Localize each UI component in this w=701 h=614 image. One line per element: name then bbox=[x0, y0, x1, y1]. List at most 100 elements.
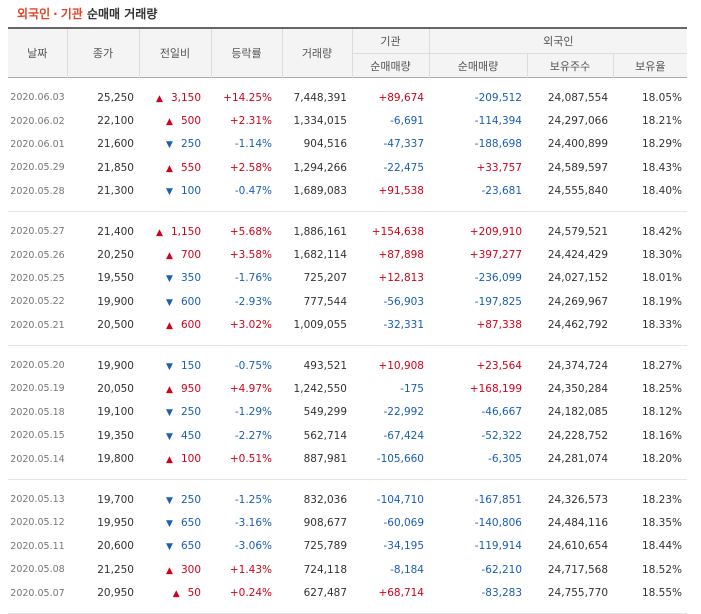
table-row: 2020.05.20 19,900 ▼ 150 -0.75% 493,521 +10,908… bbox=[8, 354, 687, 377]
change-value: 650 bbox=[180, 540, 201, 553]
header-date: 날짜 bbox=[8, 28, 67, 78]
change-value: 300 bbox=[180, 563, 201, 576]
cell-foreign-hold: 24,717,568 bbox=[547, 563, 608, 576]
cell-volume: 7,448,391 bbox=[293, 91, 347, 104]
cell-foreign-hold: 24,484,116 bbox=[547, 516, 608, 529]
change-value: 600 bbox=[180, 295, 201, 308]
cell-inst-net: -60,069 bbox=[383, 516, 424, 529]
table-row: 2020.05.22 19,900 ▼ 600 -2.93% 777,544 -56,903… bbox=[8, 290, 687, 313]
triangle-down-icon: ▼ bbox=[166, 408, 173, 419]
cell-change: ▼ 250 bbox=[139, 488, 211, 511]
cell-date: 2020.05.12 bbox=[10, 517, 65, 529]
cell-close: 21,400 bbox=[97, 225, 134, 238]
cell-close: 25,250 bbox=[97, 91, 134, 104]
cell-foreign-ratio: 18.12% bbox=[641, 406, 683, 419]
cell-rate: +4.97% bbox=[229, 382, 272, 395]
triangle-up-icon: ▲ bbox=[166, 251, 173, 262]
cell-foreign-ratio: 18.19% bbox=[641, 295, 683, 308]
cell-change: ▲ 100 bbox=[139, 447, 211, 470]
cell-change: ▲ 600 bbox=[139, 314, 211, 337]
cell-date: 2020.05.15 bbox=[10, 430, 65, 442]
triangle-down-icon: ▼ bbox=[166, 542, 173, 553]
cell-inst-net: -6,691 bbox=[390, 115, 424, 128]
triangle-up-icon: ▲ bbox=[172, 589, 180, 600]
cell-volume: 725,789 bbox=[303, 540, 347, 553]
spacer-cell bbox=[8, 345, 687, 354]
header-institution: 기관 bbox=[351, 28, 429, 54]
change-value: 1,150 bbox=[170, 225, 201, 238]
spacer-cell bbox=[8, 78, 687, 87]
cell-close: 20,250 bbox=[97, 249, 134, 262]
table-row: 2020.05.18 19,100 ▼ 250 -1.29% 549,299 -22,992… bbox=[8, 401, 687, 424]
group-spacer bbox=[8, 202, 688, 212]
header-close: 종가 bbox=[66, 28, 139, 78]
cell-change: ▲ 300 bbox=[139, 558, 211, 581]
triangle-up-icon: ▲ bbox=[166, 163, 173, 174]
cell-close: 19,100 bbox=[97, 406, 134, 419]
cell-change: ▼ 650 bbox=[139, 511, 211, 534]
cell-rate: -0.75% bbox=[234, 359, 272, 372]
table-row: 2020.06.02 22,100 ▲ 500 +2.31% 1,334,015 -6,69… bbox=[8, 109, 687, 132]
cell-foreign-ratio: 18.27% bbox=[641, 359, 683, 372]
cell-rate: -2.93% bbox=[234, 295, 272, 308]
cell-volume: 549,299 bbox=[303, 406, 347, 419]
cell-foreign-ratio: 18.25% bbox=[641, 382, 683, 395]
change-value: 250 bbox=[180, 138, 201, 151]
cell-volume: 777,544 bbox=[303, 295, 347, 308]
cell-date: 2020.05.25 bbox=[10, 272, 65, 284]
cell-close: 19,350 bbox=[97, 429, 134, 442]
triangle-down-icon: ▼ bbox=[166, 274, 173, 285]
cell-rate: +1.43% bbox=[229, 563, 272, 576]
cell-foreign-net: -114,394 bbox=[474, 115, 522, 128]
cell-rate: -1.25% bbox=[234, 493, 272, 506]
cell-foreign-net: -6,305 bbox=[488, 453, 522, 466]
cell-date: 2020.05.22 bbox=[10, 296, 65, 308]
cell-date: 2020.05.18 bbox=[10, 406, 65, 418]
cell-foreign-ratio: 18.05% bbox=[641, 91, 683, 104]
cell-foreign-hold: 24,326,573 bbox=[547, 493, 608, 506]
change-value: 50 bbox=[187, 587, 201, 600]
group-spacer bbox=[8, 211, 687, 220]
cell-date: 2020.05.14 bbox=[10, 453, 65, 465]
cell-inst-net: +154,638 bbox=[371, 225, 424, 238]
cell-close: 22,100 bbox=[97, 115, 134, 128]
table-row: 2020.05.07 20,950 ▲ 50 +0.24% 627,487 +68,714 -… bbox=[8, 581, 687, 604]
cell-foreign-net: -52,322 bbox=[481, 429, 522, 442]
triangle-down-icon: ▼ bbox=[166, 297, 173, 308]
cell-date: 2020.05.27 bbox=[10, 226, 65, 238]
cell-volume: 724,118 bbox=[303, 563, 347, 576]
cell-rate: +0.24% bbox=[229, 587, 272, 600]
cell-close: 21,850 bbox=[97, 161, 134, 174]
cell-rate: -1.76% bbox=[234, 272, 272, 285]
cell-rate: -0.47% bbox=[234, 185, 272, 198]
cell-inst-net: +87,898 bbox=[378, 249, 424, 262]
title-foreign: 외국인 bbox=[17, 7, 51, 21]
cell-rate: -1.14% bbox=[234, 138, 272, 151]
header-foreign-ratio: 보유율 bbox=[612, 53, 688, 78]
header-inst-net: 순매매량 bbox=[351, 53, 429, 78]
cell-rate: +14.25% bbox=[223, 91, 272, 104]
cell-foreign-ratio: 18.30% bbox=[641, 249, 683, 262]
spacer-cell bbox=[8, 211, 687, 220]
cell-date: 2020.05.19 bbox=[10, 383, 65, 395]
cell-foreign-hold: 24,228,752 bbox=[547, 429, 608, 442]
table-row: 2020.05.14 19,800 ▲ 100 +0.51% 887,981 -105,66… bbox=[8, 447, 687, 470]
cell-close: 20,600 bbox=[97, 540, 134, 553]
cell-rate: -1.29% bbox=[234, 406, 272, 419]
group-spacer bbox=[8, 479, 687, 488]
table-row: 2020.05.26 20,250 ▲ 700 +3.58% 1,682,114 +87,8… bbox=[8, 243, 687, 266]
cell-rate: +2.58% bbox=[229, 161, 272, 174]
cell-inst-net: -47,337 bbox=[383, 138, 424, 151]
cell-change: ▼ 250 bbox=[139, 401, 211, 424]
header-foreign: 외국인 bbox=[428, 28, 688, 54]
triangle-up-icon: ▲ bbox=[166, 321, 173, 332]
table-row: 2020.05.27 21,400 ▲ 1,150 +5.68% 1,886,161 +15… bbox=[8, 220, 687, 243]
table-row: 2020.05.11 20,600 ▼ 650 -3.06% 725,789 -34,195… bbox=[8, 535, 687, 558]
cell-foreign-hold: 24,350,284 bbox=[547, 382, 608, 395]
cell-foreign-ratio: 18.43% bbox=[641, 161, 683, 174]
cell-inst-net: -56,903 bbox=[383, 295, 424, 308]
cell-change: ▼ 100 bbox=[139, 180, 211, 203]
cell-volume: 1,886,161 bbox=[293, 225, 347, 238]
change-value: 600 bbox=[180, 319, 201, 332]
change-value: 500 bbox=[180, 115, 201, 128]
